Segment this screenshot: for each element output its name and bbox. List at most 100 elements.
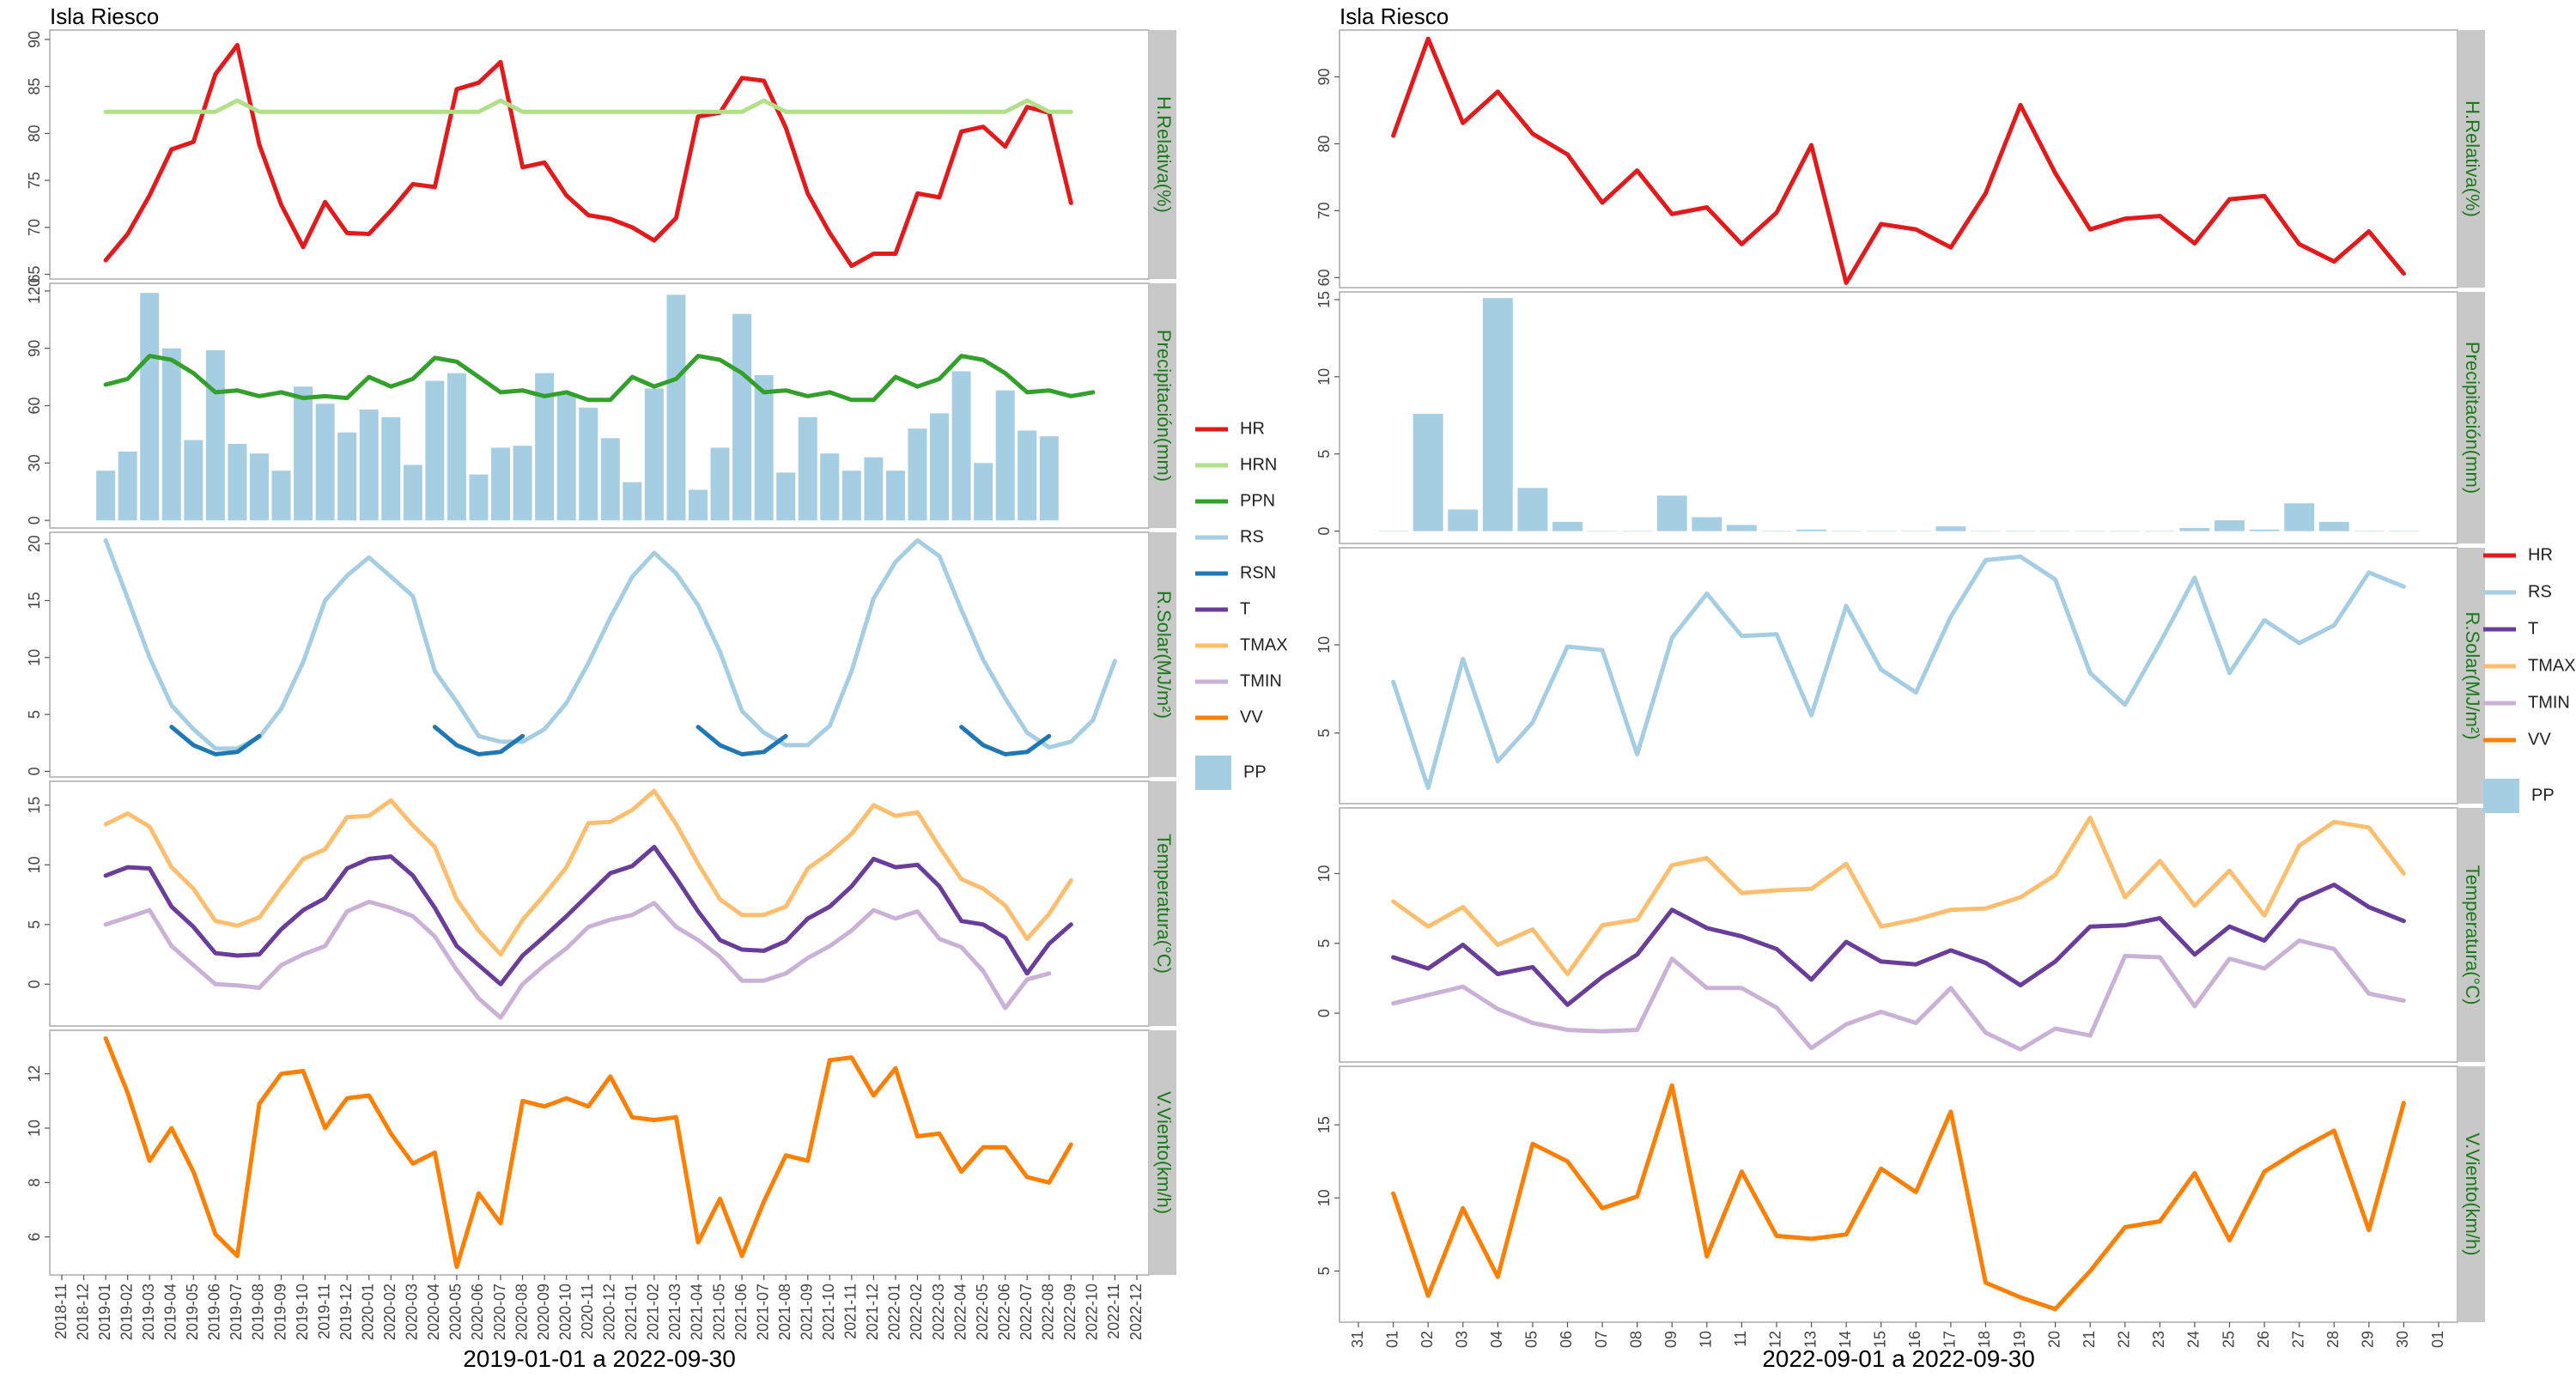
bar-PP xyxy=(1587,531,1618,532)
x-tick-label: 2020-06 xyxy=(469,1284,486,1340)
bar-PP xyxy=(1552,521,1583,531)
left-panel-5: V.Viento(km/h) 6 8 10 12 xyxy=(26,1029,1176,1276)
legend-label-TMAX: TMAX xyxy=(2528,656,2576,675)
x-tick-label: 2020-08 xyxy=(513,1284,530,1340)
bar-PP xyxy=(315,404,335,521)
right-panel-5: V.Viento(km/h) 5 10 15 xyxy=(1315,1065,2485,1323)
x-tick-label: 2019-05 xyxy=(184,1284,201,1340)
y-tick-label: 10 xyxy=(1315,865,1333,882)
x-tick-label: 2021-06 xyxy=(732,1284,750,1340)
y-tick-label: 15 xyxy=(1315,1116,1333,1133)
x-tick-label: 2019-04 xyxy=(162,1284,179,1340)
bar-PP xyxy=(205,349,225,521)
x-tick-label: 2022-04 xyxy=(951,1284,969,1340)
legend-label-VV: VV xyxy=(1240,707,1263,726)
panel-strip-label: Temperatura(°C) xyxy=(2462,865,2483,1005)
bar-PP xyxy=(1622,531,1653,532)
x-tick-label: 2020-11 xyxy=(579,1284,596,1339)
x-tick-label: 2019-11 xyxy=(315,1284,332,1339)
right-chart: Isla Riesco H.Relativa(%) 60 70 80 90 Precipit… xyxy=(1315,3,2576,1372)
y-tick-label: 0 xyxy=(26,767,43,775)
left-chart-title: Isla Riesco xyxy=(50,3,159,29)
x-tick-label: 13 xyxy=(1801,1331,1819,1348)
left-chart: Isla RiescoH.Relativa(%)657075808590Prec… xyxy=(26,3,1288,1372)
legend-label-HR: HR xyxy=(2528,545,2553,564)
x-tick-label: 25 xyxy=(2220,1331,2237,1348)
bar-PP xyxy=(688,489,708,521)
panel-strip-label: V.Viento(km/h) xyxy=(2462,1132,2483,1255)
panel-strip xyxy=(2458,1066,2485,1322)
panel-strip-label: Temperatura(°C) xyxy=(1153,834,1175,974)
right-x-axis-label: 2022-09-01 a 2022-09-30 xyxy=(1762,1345,2035,1372)
left-panel-2: Precipitación(mm) 0 30 60 90 120 xyxy=(26,278,1176,529)
x-tick-label: 2021-02 xyxy=(645,1284,662,1340)
panel-strip xyxy=(1149,781,1176,1026)
x-tick-label: 2019-02 xyxy=(118,1284,135,1340)
legend-swatch-PP xyxy=(1195,756,1231,790)
y-tick-label: 20 xyxy=(26,535,43,552)
x-tick-label: 17 xyxy=(1941,1331,1959,1348)
bar-PP xyxy=(666,294,686,521)
legend-label-PP: PP xyxy=(2531,786,2555,804)
x-tick-label: 29 xyxy=(2360,1331,2377,1348)
legend-label-TMIN: TMIN xyxy=(2528,693,2570,712)
bar-PP xyxy=(798,416,817,521)
panel-frame xyxy=(49,1029,1150,1276)
y-tick-label: 5 xyxy=(1315,450,1333,458)
bar-PP xyxy=(908,428,927,521)
x-tick-label: 2019-09 xyxy=(271,1284,289,1340)
series-line-RSN xyxy=(696,725,788,756)
bar-PP xyxy=(1018,430,1037,521)
panel-frame xyxy=(1339,807,2458,1063)
x-tick-label: 2022-05 xyxy=(974,1284,991,1340)
bar-PP xyxy=(2110,531,2141,532)
x-tick-label: 2021-03 xyxy=(666,1284,683,1340)
x-tick-label: 01 xyxy=(1383,1331,1400,1348)
bar-PP xyxy=(249,453,269,521)
right-panel-3: R.Solar(MJ/m²) 5 10 xyxy=(1315,547,2485,804)
x-tick-label: 06 xyxy=(1558,1331,1575,1348)
x-tick-label: 2020-12 xyxy=(601,1284,618,1340)
panel-strip-label: R.Solar(MJ/m²) xyxy=(2462,611,2483,739)
right-panel-1: H.Relativa(%) 60 70 80 90 xyxy=(1315,29,2485,288)
y-tick-label: 5 xyxy=(26,920,43,929)
x-tick-label: 2020-01 xyxy=(359,1284,376,1340)
x-tick-label: 02 xyxy=(1419,1331,1436,1348)
x-tick-label: 2019-06 xyxy=(206,1284,223,1340)
series-line-HRN xyxy=(103,98,1073,114)
bar-PP xyxy=(491,447,511,521)
y-tick-label: 12 xyxy=(26,1065,43,1083)
y-tick-label: 70 xyxy=(26,219,43,236)
left-legend: HR HRN PPN RS RSN T TMAX TMIN VV PP xyxy=(1195,419,1288,790)
bar-PP xyxy=(2005,531,2036,532)
bar-PP xyxy=(1796,529,1826,531)
y-tick-label: 80 xyxy=(1315,135,1333,152)
y-tick-label: 90 xyxy=(1315,69,1333,86)
y-tick-label: 0 xyxy=(26,516,43,525)
series-line-T xyxy=(103,845,1073,986)
series-line-HR xyxy=(103,43,1073,269)
bar-PP xyxy=(1517,488,1548,531)
x-tick-label: 2022-08 xyxy=(1040,1284,1057,1340)
panel-frame xyxy=(49,780,1150,1027)
x-tick-label: 30 xyxy=(2394,1331,2411,1348)
legend-label-RSN: RSN xyxy=(1240,563,1276,582)
x-tick-label: 10 xyxy=(1698,1331,1715,1348)
legend-swatch-PP xyxy=(2483,779,2519,813)
panel-strip-label: V.Viento(km/h) xyxy=(1153,1091,1175,1214)
legend-label-TMIN: TMIN xyxy=(1240,671,1282,690)
x-tick-label: 2018-12 xyxy=(74,1284,91,1340)
bar-PP xyxy=(2318,521,2349,531)
bar-PP xyxy=(600,438,620,521)
x-tick-label: 26 xyxy=(2255,1331,2272,1348)
bar-PP xyxy=(776,472,796,521)
x-tick-label: 2020-05 xyxy=(447,1284,465,1340)
y-tick-label: 5 xyxy=(1315,939,1333,948)
y-tick-label: 90 xyxy=(26,31,43,48)
left-panel-3: R.Solar(MJ/m²) 0 5 10 15 20 xyxy=(26,531,1176,778)
x-tick-label: 2022-06 xyxy=(995,1284,1012,1340)
x-tick-label: 27 xyxy=(2289,1331,2306,1348)
x-tick-label: 2019-01 xyxy=(96,1284,113,1340)
right-panel-4: Temperatura(°C) 0 5 10 xyxy=(1315,807,2485,1063)
x-tick-label: 2020-07 xyxy=(491,1284,508,1340)
